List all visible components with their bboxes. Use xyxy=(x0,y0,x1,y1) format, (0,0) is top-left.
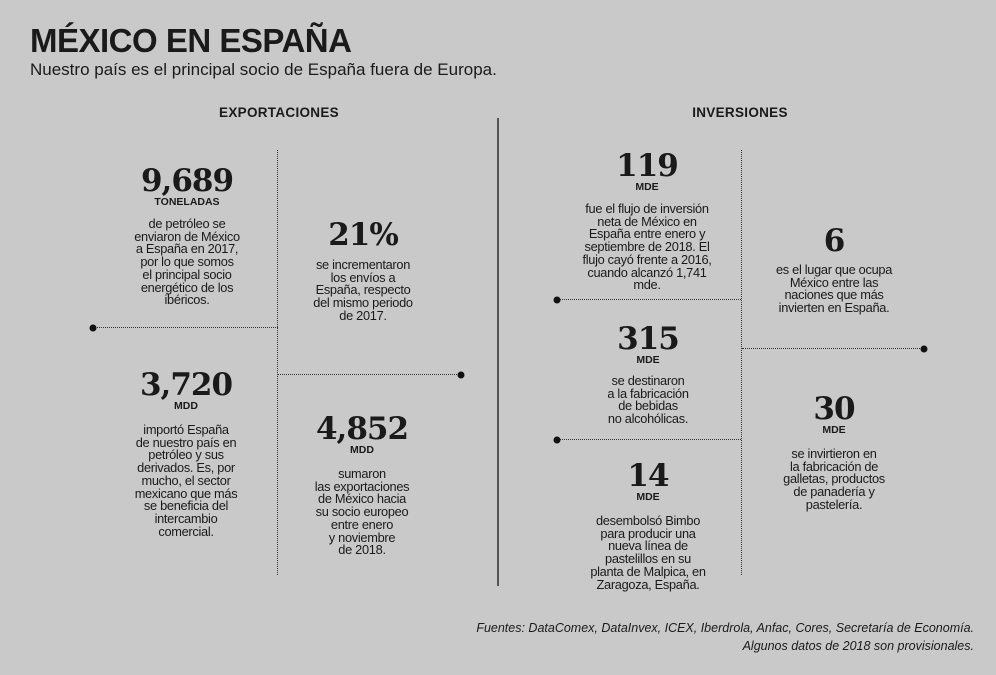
stat-block: 21% se incrementaron los envíos a España… xyxy=(268,220,458,323)
stat-description: de petróleo se enviaron de México a Espa… xyxy=(134,216,240,308)
stat-description: sumaron las exportaciones de México haci… xyxy=(314,466,410,558)
section-heading-exportaciones: EXPORTACIONES xyxy=(219,105,339,120)
stat-value: 9,689 xyxy=(140,163,234,199)
stat-unit: TONELADAS xyxy=(154,196,220,208)
stat-value: 4,852 xyxy=(315,411,409,447)
stat-value: 21% xyxy=(328,217,399,253)
stat-block: 14 MDE desembolsó Bimbo para producir un… xyxy=(553,461,743,591)
stat-description: se invirtieron en la fabricación de gall… xyxy=(783,446,885,512)
stat-block: 315 MDE se destinaron a la fabricación d… xyxy=(553,324,743,426)
dotted-divider xyxy=(557,439,741,440)
stat-value: 119 xyxy=(616,148,679,184)
stat-block: 4,852 MDD sumaron las exportaciones de M… xyxy=(267,414,457,557)
stat-description: se incrementaron los envíos a España, re… xyxy=(313,257,413,323)
subtitle: Nuestro país es el principal socio de Es… xyxy=(30,60,497,79)
stat-value: 3,720 xyxy=(139,367,233,403)
section-heading-inversiones: INVERSIONES xyxy=(692,105,788,120)
stat-block: 30 MDE se invirtieron en la fabricación … xyxy=(739,394,929,512)
stat-block: 9,689 TONELADAS de petróleo se enviaron … xyxy=(92,166,282,307)
bullet-dot xyxy=(89,324,97,332)
bullet-dot xyxy=(553,296,561,304)
dotted-divider xyxy=(557,299,741,300)
provisional-note: Algunos datos de 2018 son provisionales. xyxy=(742,639,974,653)
stat-unit: MDD xyxy=(350,444,374,456)
stat-block: 6 es el lugar que ocupa México entre las… xyxy=(739,226,929,315)
stat-value: 6 xyxy=(823,223,846,259)
stat-description: importó España de nuestro país en petról… xyxy=(134,422,238,539)
stat-unit: MDD xyxy=(174,400,198,412)
stat-unit: MDE xyxy=(636,491,660,503)
stat-value: 14 xyxy=(627,458,669,494)
section-divider xyxy=(497,118,499,586)
stat-description: desembolsó Bimbo para producir una nueva… xyxy=(590,513,706,592)
page-title: MÉXICO EN ESPAÑA xyxy=(30,22,352,59)
dotted-divider xyxy=(277,150,278,575)
bullet-dot xyxy=(553,436,561,444)
dotted-divider xyxy=(741,150,742,575)
bullet-dot xyxy=(920,345,928,353)
dotted-divider xyxy=(93,327,278,328)
stat-unit: MDE xyxy=(822,424,846,436)
sources-note: Fuentes: DataComex, DataInvex, ICEX, Ibe… xyxy=(476,621,974,635)
stat-description: se destinaron a la fabricación de bebida… xyxy=(607,373,689,427)
dotted-divider xyxy=(742,348,924,349)
stat-block: 119 MDE fue el flujo de inversión neta d… xyxy=(552,151,742,292)
stat-value: 30 xyxy=(813,391,855,427)
bullet-dot xyxy=(457,371,465,379)
stat-unit: MDE xyxy=(635,181,659,193)
dotted-divider xyxy=(278,374,461,375)
stat-description: fue el flujo de inversión neta de México… xyxy=(582,201,712,293)
stat-description: es el lugar que ocupa México entre las n… xyxy=(775,262,893,316)
stat-value: 315 xyxy=(617,321,680,357)
stat-unit: MDE xyxy=(636,354,660,366)
stat-block: 3,720 MDD importó España de nuestro país… xyxy=(91,370,281,538)
